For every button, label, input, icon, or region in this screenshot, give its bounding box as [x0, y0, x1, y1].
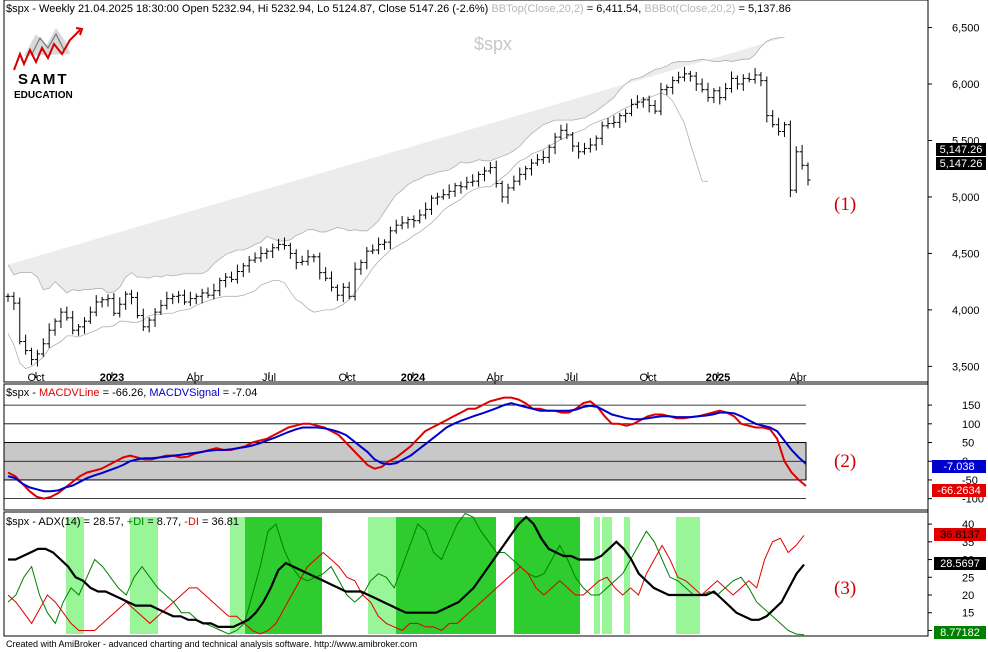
last-price-box [936, 157, 986, 170]
symbol-watermark: $spx [474, 34, 513, 54]
time-axis-label: 2025 [706, 372, 730, 384]
bollinger-band-fill [8, 37, 785, 293]
last-price-label: 5,147.26 [940, 158, 983, 170]
plus-di-value: = 8.77, [144, 516, 185, 528]
panel3-symbol: $spx - [6, 516, 39, 528]
adx-value: = 28.57, [80, 516, 127, 528]
adx-last-box [934, 626, 986, 639]
adx-last-box [934, 557, 986, 570]
signal-last-box [932, 460, 986, 473]
macd-label: MACDVLine [39, 387, 100, 399]
adx-line [8, 515, 805, 628]
bbbot-label: BBBot(Close,20,2) [644, 3, 736, 15]
adx-axis-label: 20 [962, 590, 974, 602]
time-axis-label: Oct [338, 372, 355, 384]
logo-title: SAMT [18, 71, 69, 88]
macdv-signal-line [7, 402, 807, 493]
macd-last-label: -66.2634 [937, 485, 980, 497]
trend-shade-column [594, 517, 600, 634]
adx-label: ADX(14) [38, 516, 81, 528]
time-axis-label: Apr [486, 372, 503, 384]
plus-di-line [7, 512, 805, 636]
signal-value: = -7.04 [219, 387, 258, 399]
time-axis-label: Oct [27, 372, 44, 384]
panel1-info: - Weekly 21.04.2025 18:30:00 Open 5232.9… [29, 3, 492, 15]
price-axis-label: 6,500 [952, 23, 980, 35]
trend-shade-column [624, 517, 630, 634]
bbbot-line [7, 92, 709, 370]
minus-di-value: = 36.81 [198, 516, 240, 528]
price-axis-label: 5,000 [952, 192, 980, 204]
annotation-2: (2) [834, 451, 857, 472]
annotation-1: (1) [834, 194, 857, 215]
time-axis-label: Jul [262, 372, 276, 384]
macd-last-box [932, 484, 986, 497]
trend-shade-column [230, 517, 245, 634]
adx-last-label: 36.8137 [940, 529, 980, 541]
signal-last-label: -7.038 [943, 461, 974, 473]
panel1-symbol: $spx [6, 3, 30, 15]
trend-shade-column [396, 517, 496, 634]
macd-value: = -66.26, [99, 387, 150, 399]
plus-di-label: +DI [126, 516, 145, 528]
trend-shade-column [514, 517, 580, 634]
panel2-header: $spx - MACDVLine = -66.26, MACDVSignal =… [6, 387, 257, 399]
adx-last-label: 8.77182 [940, 627, 980, 639]
price-axis-label: 3,500 [952, 361, 980, 373]
time-axis-label: 2024 [401, 372, 426, 384]
panel3-header: $spx - ADX(14) = 28.57, +DI = 8.77, -DI … [6, 516, 239, 528]
bbtop-value: = 6,411.54, [583, 3, 645, 15]
adx-last-label: 28.5697 [940, 558, 980, 570]
time-axis-label: Apr [186, 372, 203, 384]
trend-shade-column [130, 517, 158, 634]
minus-di-label: -DI [184, 516, 199, 528]
panel1-frame [3, 0, 929, 383]
macdv-axis-label: 100 [962, 419, 980, 431]
logo-subtitle: EDUCATION [14, 90, 73, 101]
panel1-header: $spx - Weekly 21.04.2025 18:30:00 Open 5… [6, 3, 791, 15]
samt-logo: SAMT EDUCATION [10, 24, 90, 110]
macdv-axis-label: -50 [962, 475, 978, 487]
minus-di-line [7, 535, 805, 635]
time-axis-label: Oct [639, 372, 656, 384]
logo-graphic [13, 27, 84, 71]
price-axis-label: 4,500 [952, 248, 980, 260]
time-axis-label: Apr [789, 372, 806, 384]
adx-axis-label: 25 [962, 572, 974, 584]
time-axis-label: Jul [564, 372, 578, 384]
signal-label: MACDVSignal [149, 387, 220, 399]
annotation-3: (3) [834, 578, 857, 599]
panel2-symbol: $spx - [6, 387, 40, 399]
time-axis-label: 2023 [100, 372, 124, 384]
macdv-axis-label: 50 [962, 438, 974, 450]
trend-shade-column [676, 517, 700, 634]
bbtop-line [7, 37, 785, 294]
price-axis-label: 4,000 [952, 305, 980, 317]
last-price-label: 5,147.26 [940, 144, 983, 156]
macdv-axis-label: 150 [962, 400, 980, 412]
bbtop-label: BBTop(Close,20,2) [491, 3, 584, 15]
last-price-box [936, 143, 986, 156]
adx-last-box [934, 528, 986, 541]
footer-credit: Created with AmiBroker - advanced charti… [6, 639, 418, 649]
bbbot-value: = 5,137.86 [735, 3, 791, 15]
trend-shade-column [602, 517, 612, 634]
price-axis-label: 6,000 [952, 79, 980, 91]
adx-axis-label: 15 [962, 608, 974, 620]
